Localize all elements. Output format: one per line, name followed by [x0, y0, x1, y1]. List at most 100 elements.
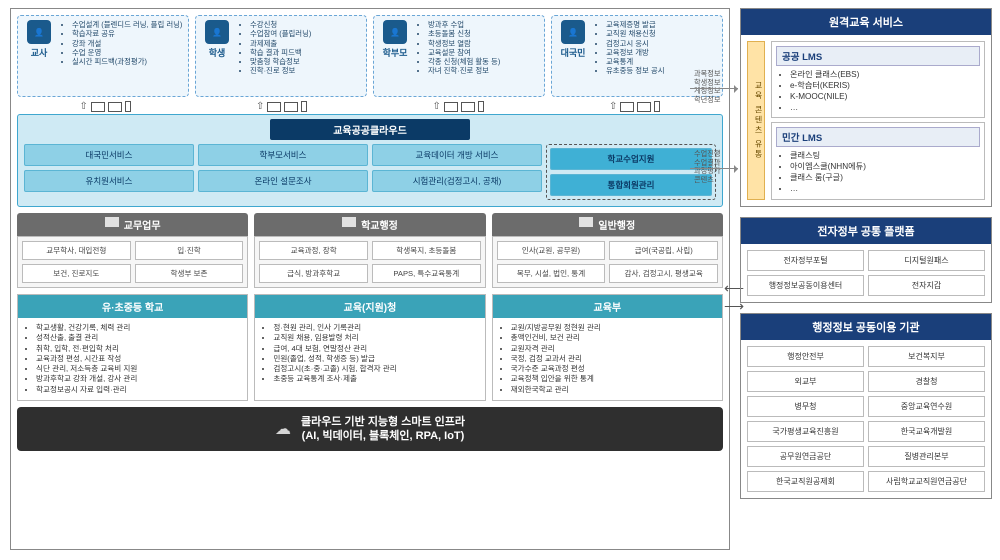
panel-title: 전자정부 공통 플랫폼	[741, 218, 991, 244]
teal-block-school: 유·초중등 학교 학교생활, 건강기록, 체력 관리 성적산출, 출결 관리 취…	[17, 294, 248, 401]
actor-student: 👤학생 수강신청 수업참여 (플립러닝) 과제제출 학습 결과 피드백 맞춤형 …	[195, 15, 367, 97]
teal-item: 학교생활, 건강기록, 체력 관리	[36, 323, 241, 333]
teal-item: 취학, 입학, 전·편입학 처리	[36, 344, 241, 354]
actor-item: 학생정보 열람	[428, 39, 500, 48]
arrow-icon	[690, 88, 738, 89]
org-item: 행정안전부	[747, 346, 864, 367]
actor-item: 수업 운영	[72, 48, 182, 57]
actor-label: 학생	[209, 46, 226, 59]
actor-item: 초등돌봄 신청	[428, 29, 500, 38]
cloud-cell: 학부모서비스	[198, 144, 368, 166]
lms-item: 온라인 클래스(EBS)	[790, 69, 980, 80]
grey-item: 급여(국공립, 사립)	[609, 241, 718, 260]
infra-line2: (AI, 빅데이터, 블록체인, RPA, IoT)	[302, 430, 465, 442]
egov-item: 행정정보공동이용센터	[747, 275, 864, 296]
cloud-cell: 교육데이터 개방 서비스	[372, 144, 542, 166]
grey-item: 교무학사, 대입전형	[22, 241, 131, 260]
lms-head: 공공 LMS	[776, 46, 980, 66]
actor-list: 수강신청 수업참여 (플립러닝) 과제제출 학습 결과 피드백 맞춤형 학습정보…	[238, 20, 311, 92]
actor-label: 대국민	[561, 46, 586, 59]
org-item: 보건복지부	[868, 346, 985, 367]
teal-item: 검정고시(초·중·고졸) 시험, 합격자 관리	[273, 364, 478, 374]
person-icon: 👤	[561, 20, 585, 44]
actor-list: 교육제증명 발급 교직원 채용신청 검정고시 응시 교육정보 개방 교육통계 유…	[594, 20, 665, 92]
cloud-cell: 온라인 설문조사	[198, 170, 368, 192]
actor-item: 교직원 채용신청	[606, 29, 665, 38]
lms-item: 클래스 룸(구글)	[790, 172, 980, 183]
teal-item: 교원/지방공무원 정현원 관리	[511, 323, 716, 333]
grey-item: 급식, 방과후학교	[259, 264, 368, 283]
panel-admin-info-orgs: 행정정보 공동이용 기관 행정안전부 보건복지부 외교부 경찰청 병무청 중앙교…	[740, 313, 992, 499]
teal-item: 교직원 채용, 임용발령 처리	[273, 333, 478, 343]
org-item: 경찰청	[868, 371, 985, 392]
teal-item: 교원자격 관리	[511, 344, 716, 354]
actor-item: 방과후 수업	[428, 20, 500, 29]
grey-item: 학생복지, 초등돌봄	[372, 241, 481, 260]
teal-item: 재외한국학교 관리	[511, 385, 716, 395]
org-item: 공무원연금공단	[747, 446, 864, 467]
teal-item: 방과후학교 강좌 개설, 강사 관리	[36, 374, 241, 384]
org-item: 질병관리본부	[868, 446, 985, 467]
actor-row: 👤교사 수업설계 (블렌디드 러닝, 플립 러닝) 학습자료 공유 강좌 개설 …	[17, 15, 723, 97]
device-icon: ⇧	[609, 101, 660, 112]
actor-item: 검정고시 응시	[606, 39, 665, 48]
panel-egov-platform: 전자정부 공통 플랫폼 전자정부포털 디지털원패스 행정정보공동이용센터 전자지…	[740, 217, 992, 303]
device-icons-row: ⇧ ⇧ ⇧ ⇧	[17, 101, 723, 112]
actor-item: 수업참여 (플립러닝)	[250, 29, 311, 38]
edu-public-cloud: 교육공공클라우드 대국민서비스 유치원서비스 학부모서비스 온라인 설문조사 교…	[17, 114, 723, 207]
cloud-title: 교육공공클라우드	[270, 119, 470, 140]
grey-item: 감사, 검정고시, 평생교육	[609, 264, 718, 283]
actor-label: 학부모	[383, 46, 408, 59]
actor-label: 교사	[31, 46, 48, 59]
teal-item: 학교정보공시 자료 입력·관리	[36, 385, 241, 395]
cloud-cell-highlight: 학교수업지원	[550, 148, 712, 170]
teal-item: 국가수준 교육과정 편성	[511, 364, 716, 374]
grey-item: 보건, 진로지도	[22, 264, 131, 283]
actor-item: 실시간 피드백(과정평가)	[72, 57, 182, 66]
grey-title: 교무업무	[124, 217, 161, 232]
person-icon: 👤	[27, 20, 51, 44]
grey-item: 인사(교원, 공무원)	[497, 241, 606, 260]
grey-title: 학교행정	[361, 217, 398, 232]
teal-item: 국정, 검정 교과서 관리	[511, 354, 716, 364]
right-column: 원격교육 서비스 교육 콘텐츠 유통 공공 LMS 온라인 클래스(EBS) e…	[740, 8, 992, 509]
grey-item: PAPS, 특수교육통계	[372, 264, 481, 283]
building-icon	[579, 217, 593, 227]
actor-item: 과제제출	[250, 39, 311, 48]
actor-item: 맞춤형 학습정보	[250, 57, 311, 66]
infra-line1: 클라우드 기반 지능형 스마트 인프라	[301, 416, 465, 428]
actor-list: 방과후 수업 초등돌봄 신청 학생정보 열람 교육설문 참여 각종 신청(체험 …	[416, 20, 500, 92]
cloud-cell: 유치원서비스	[24, 170, 194, 192]
device-icon: ⇧	[80, 101, 131, 112]
org-item: 국가평생교육진흥원	[747, 421, 864, 442]
content-distribution-label: 교육 콘텐츠 유통	[747, 41, 765, 200]
teal-item: 식단 관리, 저소득층 교육비 지원	[36, 364, 241, 374]
teal-title: 교육(지원)청	[255, 295, 484, 318]
teal-item: 교육과정 편성, 시간표 작성	[36, 354, 241, 364]
teal-item: 교육정책 입안을 위한 통계	[511, 374, 716, 384]
person-icon: 👤	[383, 20, 407, 44]
device-icon: ⇧	[433, 101, 484, 112]
panel-title: 행정정보 공동이용 기관	[741, 314, 991, 340]
cloud-icon: ☁	[275, 419, 291, 439]
egov-item: 디지털원패스	[868, 250, 985, 271]
actor-item: 진학·진로 정보	[250, 66, 311, 75]
actor-item: 강좌 개설	[72, 39, 182, 48]
grey-item: 복무, 시설, 법인, 통계	[497, 264, 606, 283]
org-item: 중앙교육연수원	[868, 396, 985, 417]
lms-item: 아이엠스쿨(NHN에듀)	[790, 161, 980, 172]
actor-item: 교육정보 개방	[606, 48, 665, 57]
org-item: 한국교육개발원	[868, 421, 985, 442]
actor-parent: 👤 학부모 방과후 수업 초등돌봄 신청 학생정보 열람 교육설문 참여 각종 신…	[373, 15, 545, 97]
grey-block-2: 학교행정 교육과정, 장학 학생복지, 초등돌봄 급식, 방과후학교 PAPS,…	[254, 213, 485, 288]
actor-item: 교육제증명 발급	[606, 20, 665, 29]
panel-title: 원격교육 서비스	[741, 9, 991, 35]
lms-item: 클래스팅	[790, 150, 980, 161]
actor-item: 자녀 진학·진로 정보	[428, 66, 500, 75]
cloud-cell-highlight: 통합회원관리	[550, 174, 712, 196]
teal-item: 총액인건비, 보건 관리	[511, 333, 716, 343]
teal-block-ministry: 교육부 교원/지방공무원 정현원 관리 총액인건비, 보건 관리 교원자격 관리…	[492, 294, 723, 401]
actor-teacher: 👤교사 수업설계 (블렌디드 러닝, 플립 러닝) 학습자료 공유 강좌 개설 …	[17, 15, 189, 97]
grey-item: 입·진학	[135, 241, 244, 260]
org-row: 유·초중등 학교 학교생활, 건강기록, 체력 관리 성적산출, 출결 관리 취…	[17, 294, 723, 401]
